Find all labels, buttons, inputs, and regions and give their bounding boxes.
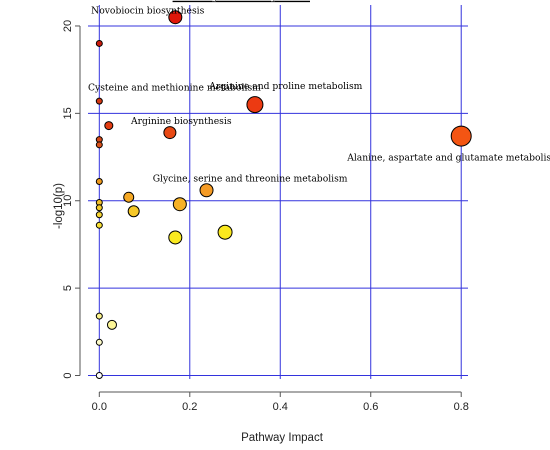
grid [88,5,468,379]
data-point-0 [168,10,183,25]
annotation-label-6: Alanine, aspartate and glutamate metabol… [346,153,550,164]
data-point-17 [95,221,103,229]
y-axis-ticks: 0 5 10 15 20 [62,20,81,379]
x-tick-label-3: 0.6 [363,401,378,413]
data-point-2 [95,97,103,105]
x-tick-label-1: 0.2 [182,401,197,413]
data-point-4 [104,121,114,131]
y-tick-label-3: 15 [62,107,74,119]
data-point-20 [95,312,103,320]
data-point-3 [246,96,264,114]
y-tick-label-1: 5 [62,285,74,291]
x-tick-label-0: 0.0 [92,401,107,413]
y-axis-title: -log10(p) [53,183,65,229]
annotation-label-3: Arginine and proline metabolism [208,81,362,92]
y-tick-label-2: 10 [62,195,74,207]
data-point-14 [95,204,103,212]
annotation-label-0: Novobiocin biosynthesis [91,6,204,17]
annotation-label-4: Arginine biosynthesis [130,116,232,127]
data-point-6 [450,125,472,147]
data-point-8 [95,141,103,149]
data-point-5 [163,126,177,140]
y-tick-label-4: 20 [62,20,74,32]
annotation-label-2: Cysteine and methionine metabolism [88,83,261,94]
data-point-23 [95,372,103,380]
x-tick-label-4: 0.8 [454,401,469,413]
x-tick-label-2: 0.4 [273,401,288,413]
annotation-label-5: Glycine, serine and threonine metabolism [153,174,348,185]
data-point-18 [217,224,233,240]
data-point-21 [106,319,117,330]
data-point-19 [168,230,183,245]
data-point-11 [123,191,135,203]
x-axis-title: Pathway Impact [241,432,324,444]
data-points [95,10,472,380]
data-point-13 [172,197,187,212]
data-point-9 [95,178,103,186]
y-tick-label-0: 0 [62,372,74,378]
data-point-10 [199,183,214,198]
data-point-16 [95,211,103,219]
pathway-annotations: Novobiocin biosynthesisAminoacyl-tRNA bi… [88,0,550,185]
data-point-1 [95,39,103,47]
x-axis-ticks: 0.0 0.2 0.4 0.6 0.8 [92,391,469,413]
data-point-22 [95,338,103,346]
data-point-15 [127,205,140,218]
